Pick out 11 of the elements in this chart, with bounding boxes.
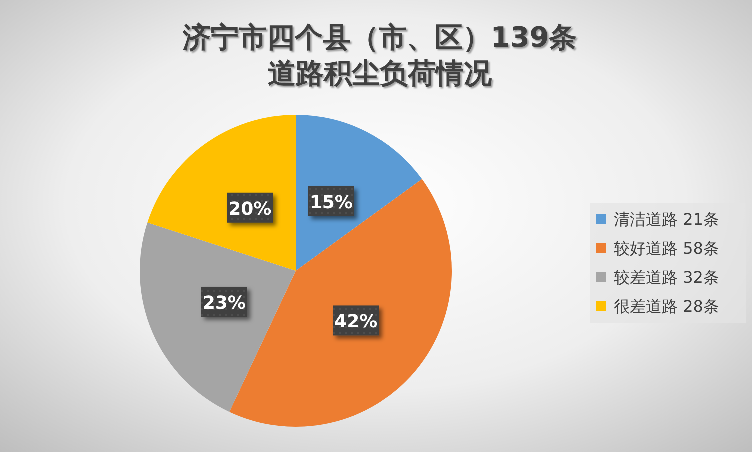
pie-slice bbox=[148, 115, 296, 271]
data-label: 15% bbox=[310, 192, 353, 214]
pie-slice bbox=[140, 222, 296, 412]
legend-label: 清洁道路 21条 bbox=[614, 210, 720, 229]
legend-label: 很差道路 28条 bbox=[614, 297, 720, 316]
data-label: 20% bbox=[228, 198, 272, 220]
chart-title: 济宁市四个县（市、区）139条道路积尘负荷情况 bbox=[182, 21, 578, 90]
data-label: 42% bbox=[334, 312, 378, 333]
data-label: 23% bbox=[202, 292, 246, 314]
legend-label: 较好道路 58条 bbox=[614, 239, 720, 258]
legend-label: 较差道路 32条 bbox=[614, 268, 720, 287]
